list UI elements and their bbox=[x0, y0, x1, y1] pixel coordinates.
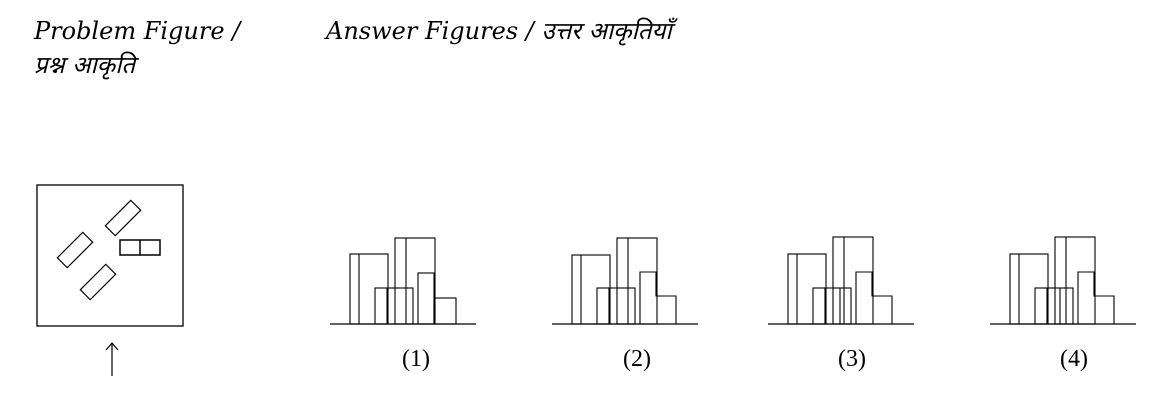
building-short-center bbox=[374, 287, 414, 325]
building-short-center bbox=[1034, 287, 1074, 325]
answer-label-3: (3) bbox=[838, 346, 866, 372]
problem-tilted-rect-bottom bbox=[79, 263, 117, 301]
building-tallest bbox=[616, 237, 658, 325]
building-stepped-right bbox=[855, 271, 893, 324]
answer-figure-1[interactable] bbox=[330, 234, 480, 328]
problem-figure-heading: Problem Figure / प्रश्न आकृति bbox=[34, 14, 240, 82]
building-low-right bbox=[433, 297, 457, 325]
building-step-right bbox=[417, 272, 435, 325]
building-stepped-right bbox=[639, 271, 677, 324]
answer-figure-4[interactable] bbox=[990, 234, 1140, 328]
problem-arrow-head bbox=[105, 342, 119, 351]
building-short-center bbox=[596, 287, 636, 325]
problem-heading-hindi: प्रश्न आकृति bbox=[34, 51, 136, 79]
answer-label-1: (1) bbox=[402, 346, 430, 372]
answer-figure-2[interactable] bbox=[552, 234, 702, 328]
problem-heading-english: Problem Figure / bbox=[34, 17, 241, 45]
answer-figures-heading: Answer Figures / उत्तर आकृतियाँ bbox=[326, 17, 672, 45]
building-tall-left bbox=[1009, 253, 1049, 325]
problem-tilted-rect-top bbox=[104, 199, 142, 237]
problem-figure bbox=[36, 184, 186, 384]
building-tall-left bbox=[787, 253, 827, 325]
building-short-center bbox=[812, 287, 852, 325]
building-tall-left bbox=[349, 253, 389, 325]
answer-label-2: (2) bbox=[623, 346, 651, 372]
building-tallest bbox=[1054, 236, 1096, 325]
building-tallest bbox=[394, 237, 436, 325]
answer-figure-3[interactable] bbox=[768, 234, 918, 328]
building-tallest bbox=[832, 236, 874, 325]
problem-tilted-rect-left bbox=[56, 231, 94, 269]
building-stepped-right bbox=[1077, 271, 1115, 324]
answer-label-4: (4) bbox=[1060, 346, 1088, 372]
problem-figure-frame bbox=[36, 184, 184, 327]
building-tall-left bbox=[571, 254, 611, 325]
